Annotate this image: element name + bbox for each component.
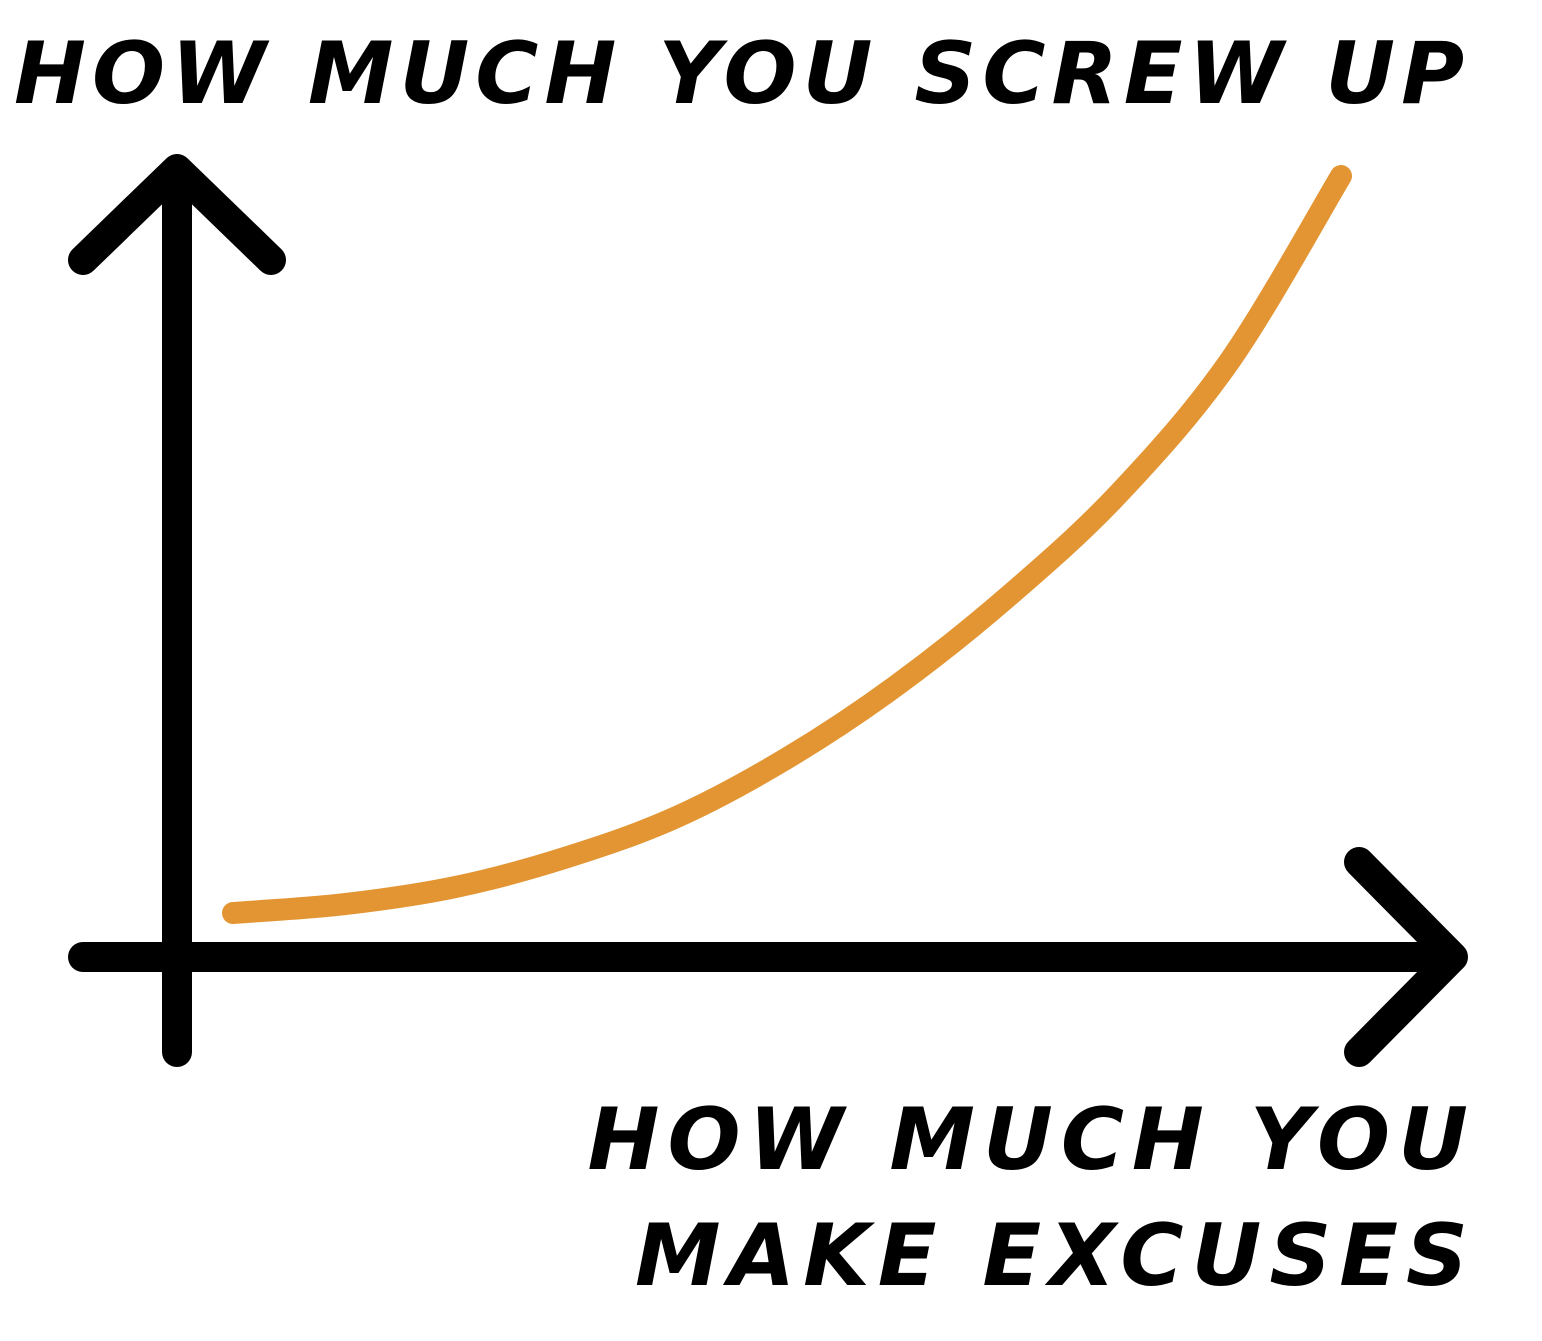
- y-axis-title: HOW MUCH YOU SCREW UP: [14, 24, 1471, 124]
- y-axis: [68, 154, 286, 1067]
- series-line-0: [222, 165, 1352, 924]
- x-axis: [68, 847, 1468, 1067]
- y-axis-arrowhead: [68, 154, 286, 275]
- series-layer: [222, 165, 1352, 924]
- x-axis-arrowhead: [1344, 847, 1468, 1067]
- x-axis-title: HOW MUCH YOU MAKE EXCUSES: [587, 1090, 1476, 1306]
